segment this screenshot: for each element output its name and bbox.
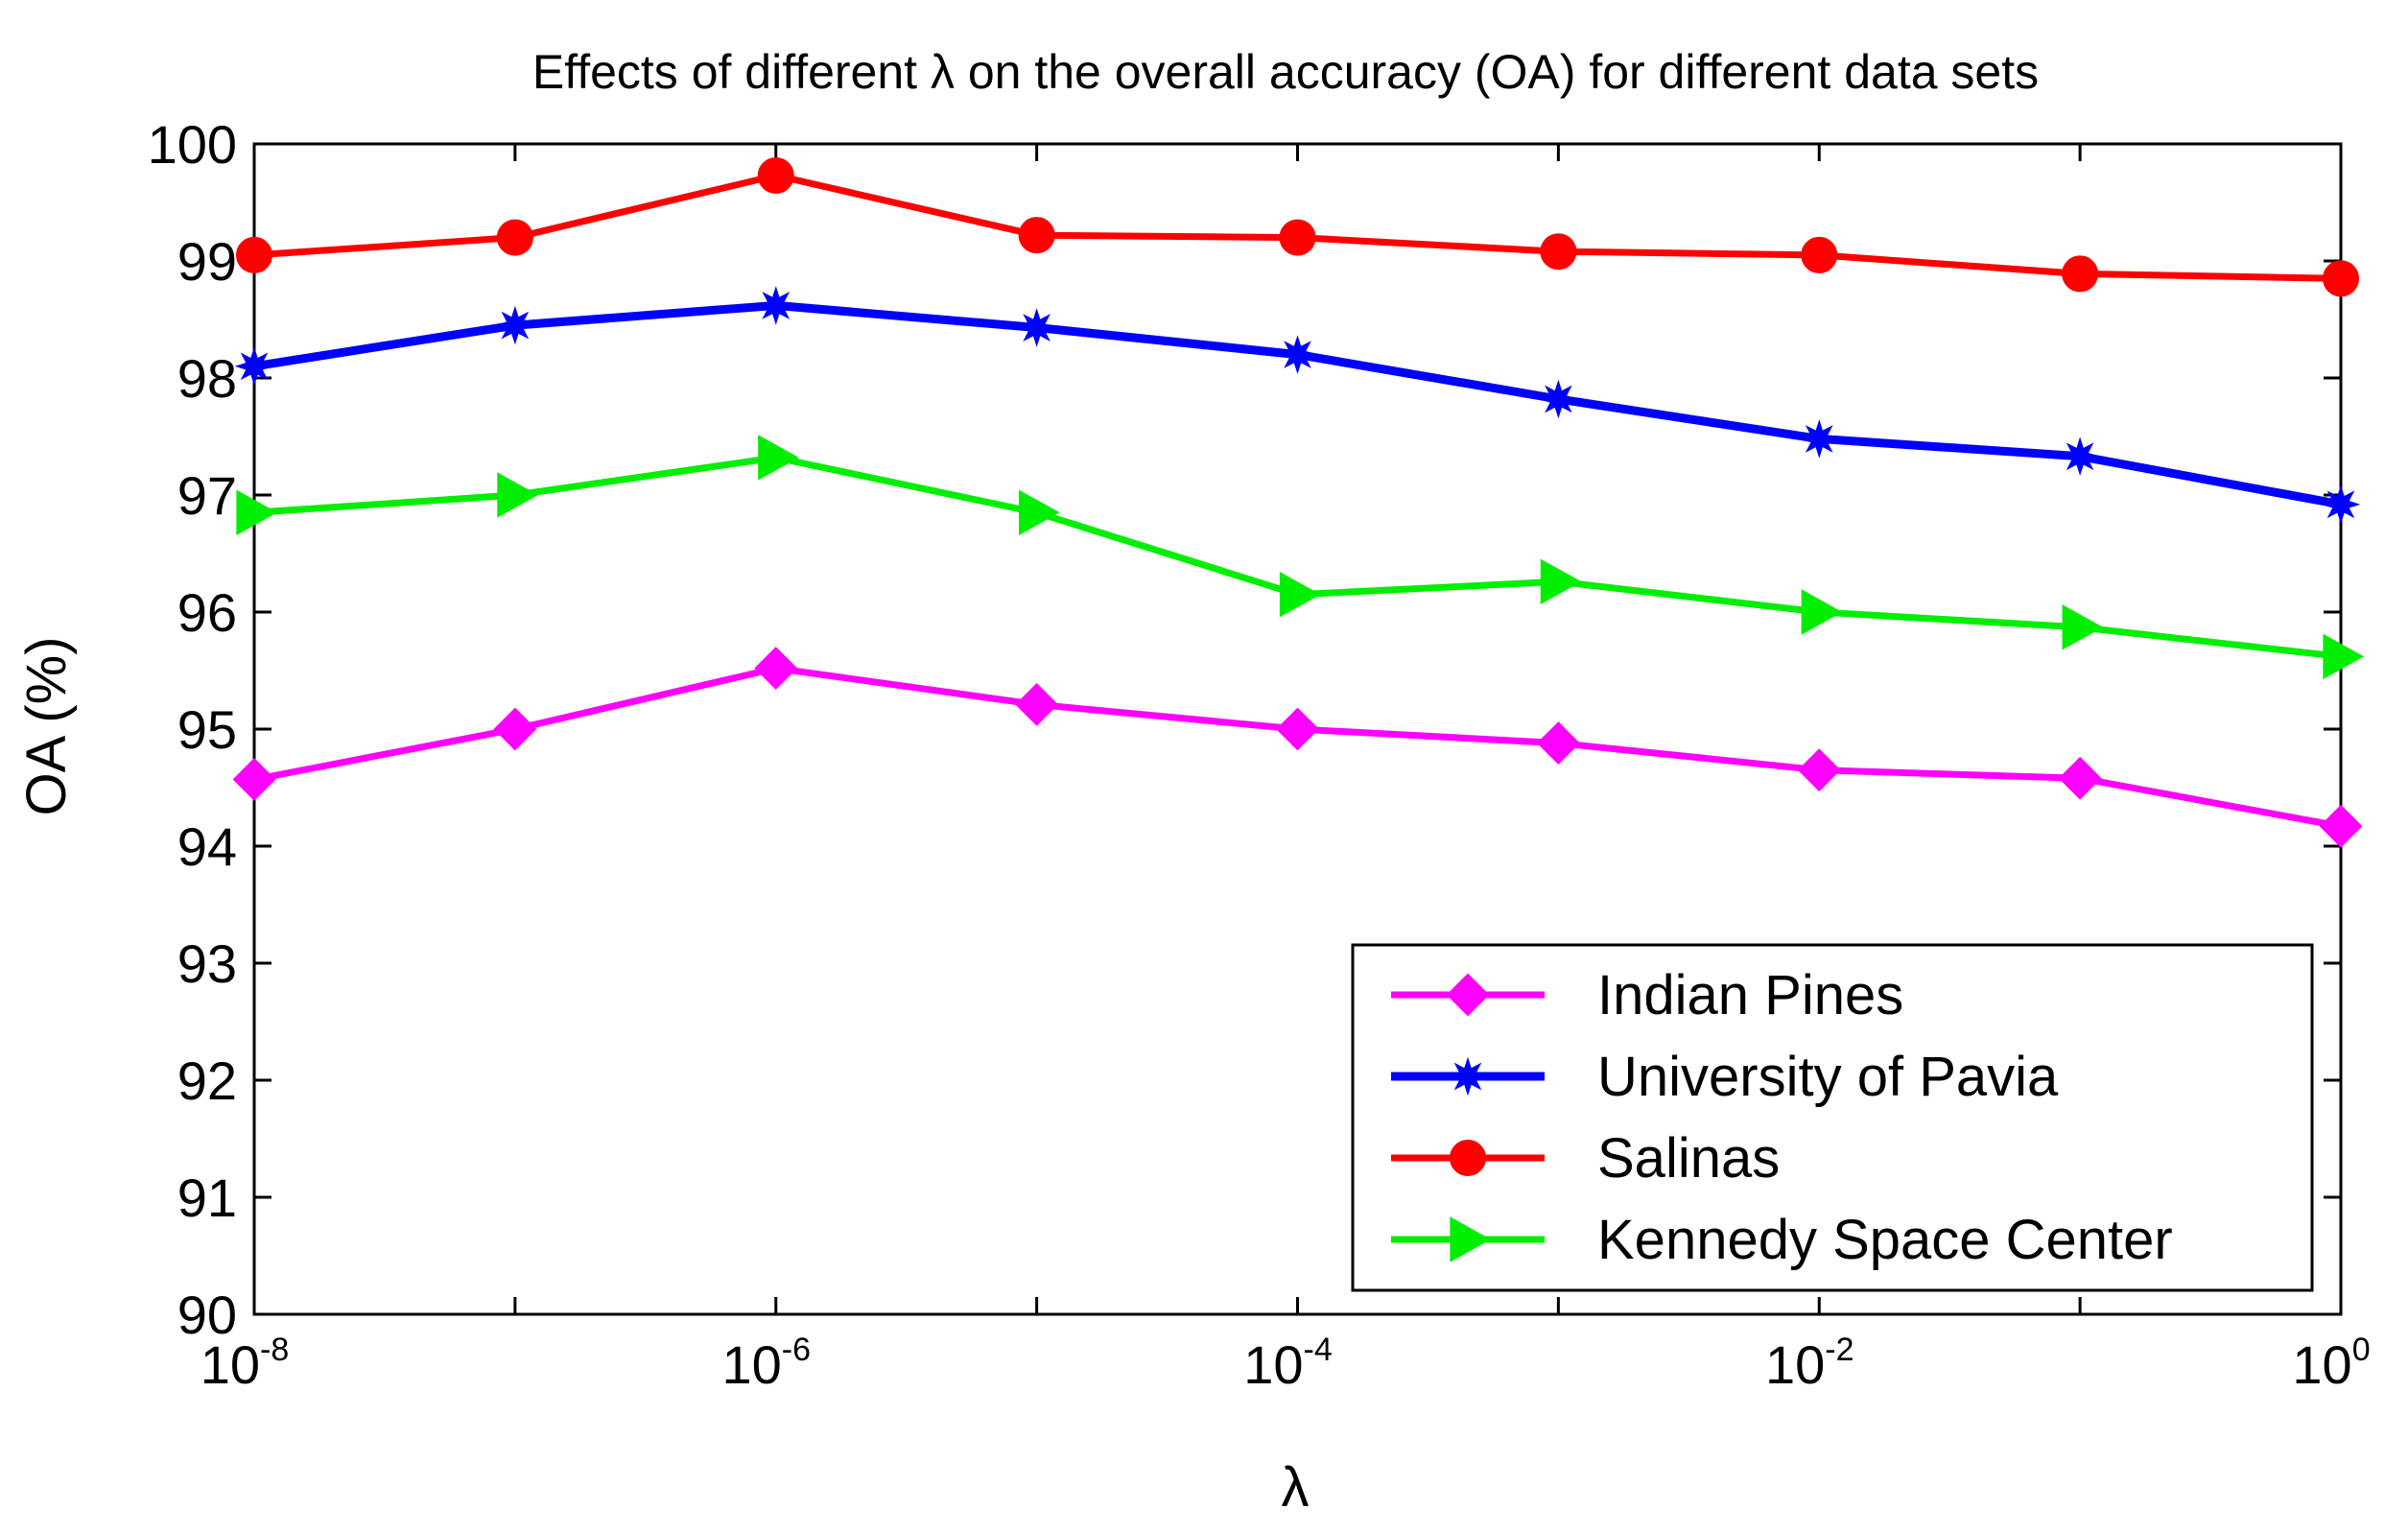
y-tick-label: 90 bbox=[177, 1285, 237, 1345]
legend-entry: Salinas bbox=[1391, 1127, 1780, 1190]
data-point-circle bbox=[1018, 217, 1055, 254]
data-point-triangle-right bbox=[236, 489, 278, 535]
data-point-diamond bbox=[1015, 682, 1059, 726]
data-point-diamond bbox=[754, 647, 798, 690]
y-tick-label: 96 bbox=[177, 582, 237, 643]
data-point-circle bbox=[1801, 236, 1838, 273]
x-tick-label: 100 bbox=[2292, 1332, 2370, 1395]
data-point-triangle-right bbox=[758, 435, 799, 481]
x-tick-base: 10 bbox=[201, 1334, 260, 1395]
x-tick-label: 10-4 bbox=[1243, 1332, 1333, 1395]
x-tick-exponent: -4 bbox=[1304, 1332, 1333, 1368]
data-point-diamond bbox=[493, 707, 537, 751]
data-point-diamond bbox=[232, 758, 276, 801]
data-point-circle bbox=[1279, 219, 1316, 256]
x-tick-label: 10-2 bbox=[1765, 1332, 1854, 1395]
x-tick-label: 10-8 bbox=[201, 1332, 290, 1395]
y-tick-label: 98 bbox=[177, 348, 237, 409]
data-point-star bbox=[2060, 436, 2100, 477]
x-tick-exponent: -2 bbox=[1825, 1332, 1853, 1368]
data-point-star bbox=[1799, 419, 1839, 459]
data-point-triangle-right bbox=[2062, 604, 2104, 650]
data-point-star bbox=[2321, 484, 2361, 525]
legend: Indian Pines University of Pavia Salinas Ke… bbox=[1351, 943, 2314, 1292]
legend-marker-diamond bbox=[1446, 973, 1490, 1017]
data-point-diamond bbox=[1536, 721, 1580, 766]
data-point-star bbox=[1539, 379, 1578, 419]
data-point-star bbox=[756, 286, 796, 325]
legend-marker-triangle-right bbox=[1450, 1216, 1492, 1262]
y-axis: 90 91 92 93 94 95 96 97 98 99 100 bbox=[148, 114, 2341, 1345]
data-point-circle bbox=[2062, 255, 2099, 293]
legend-entry: Indian Pines bbox=[1391, 964, 1903, 1026]
legend-marker-circle bbox=[1450, 1140, 1486, 1176]
data-point-star bbox=[495, 305, 535, 345]
data-point-triangle-right bbox=[1801, 589, 1843, 635]
x-tick-exponent: 0 bbox=[2352, 1332, 2371, 1368]
series-lines bbox=[232, 156, 2365, 848]
data-point-triangle-right bbox=[1279, 572, 1321, 618]
chart-title: Effects of different λ on the overall ac… bbox=[532, 45, 2039, 99]
legend-entry: University of Pavia bbox=[1391, 1046, 2059, 1108]
y-tick-label: 95 bbox=[177, 699, 237, 760]
data-point-star bbox=[1278, 335, 1317, 374]
data-point-triangle-right bbox=[2323, 633, 2365, 680]
legend-label: University of Pavia bbox=[1597, 1046, 2059, 1108]
x-tick-exponent: -8 bbox=[260, 1332, 289, 1368]
y-tick-label: 97 bbox=[177, 465, 237, 526]
data-point-circle bbox=[236, 236, 272, 273]
data-point-triangle-right bbox=[1019, 489, 1060, 535]
series-triangle-right bbox=[236, 435, 2365, 680]
data-point-triangle-right bbox=[1540, 558, 1582, 604]
data-point-star bbox=[234, 346, 274, 387]
data-point-triangle-right bbox=[497, 472, 538, 518]
series-circle bbox=[236, 156, 2359, 297]
x-tick-base: 10 bbox=[2292, 1334, 2351, 1395]
x-tick-base: 10 bbox=[1243, 1334, 1303, 1395]
data-point-star bbox=[1017, 308, 1056, 347]
x-tick-label: 10-6 bbox=[721, 1332, 811, 1395]
legend-label: Indian Pines bbox=[1597, 964, 1903, 1026]
x-tick-exponent: -6 bbox=[782, 1332, 811, 1368]
y-tick-label: 99 bbox=[177, 231, 237, 292]
y-tick-label: 91 bbox=[177, 1167, 237, 1228]
legend-entry: Kennedy Space Center bbox=[1391, 1209, 2173, 1271]
legend-box bbox=[1351, 943, 2314, 1292]
data-point-diamond bbox=[2319, 804, 2363, 848]
y-tick-label: 100 bbox=[148, 114, 237, 175]
data-point-circle bbox=[1540, 233, 1577, 271]
y-axis-label: OA (%) bbox=[15, 637, 78, 816]
x-tick-base: 10 bbox=[721, 1334, 781, 1395]
x-axis-label: λ bbox=[1282, 1456, 1310, 1519]
data-point-circle bbox=[757, 156, 794, 194]
y-tick-label: 92 bbox=[177, 1050, 237, 1111]
data-point-circle bbox=[2323, 260, 2359, 297]
data-point-circle bbox=[496, 219, 533, 256]
series-diamond bbox=[232, 647, 2363, 848]
legend-marker-star bbox=[1448, 1056, 1488, 1097]
y-tick-label: 93 bbox=[177, 933, 237, 994]
x-axis: 10-8 10-6 10-4 10-2 100 bbox=[201, 144, 2371, 1395]
y-tick-label: 94 bbox=[177, 816, 237, 877]
series-star bbox=[234, 286, 2361, 525]
data-point-diamond bbox=[1797, 748, 1841, 792]
data-point-diamond bbox=[2058, 756, 2102, 800]
data-point-diamond bbox=[1276, 707, 1319, 751]
legend-label: Kennedy Space Center bbox=[1597, 1209, 2173, 1271]
legend-label: Salinas bbox=[1597, 1127, 1780, 1190]
x-tick-base: 10 bbox=[1765, 1334, 1825, 1395]
